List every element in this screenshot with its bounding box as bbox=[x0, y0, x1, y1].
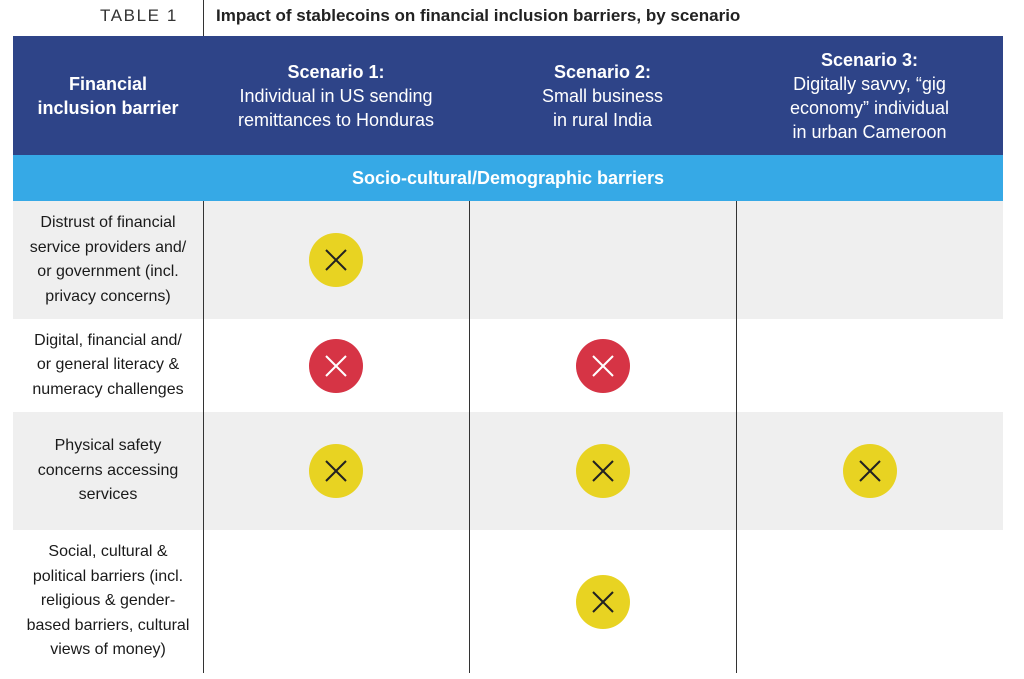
scenario-1-cell bbox=[203, 319, 469, 412]
yellow-x-mark-icon bbox=[842, 444, 897, 498]
yellow-x-mark-icon bbox=[575, 574, 630, 629]
yellow-x-mark-icon bbox=[309, 444, 363, 498]
header-scenario-1: Scenario 1: Individual in US sending rem… bbox=[203, 36, 469, 155]
scenario-2-cell bbox=[469, 201, 736, 319]
header-barrier-label: Financial inclusion barrier bbox=[37, 73, 179, 118]
scenario-3-cell bbox=[736, 530, 1003, 673]
title-divider bbox=[203, 0, 204, 36]
table-row: Digital, financial and/ or general liter… bbox=[13, 319, 1003, 412]
column-divider bbox=[469, 201, 470, 673]
barrier-label: Digital, financial and/ or general liter… bbox=[32, 331, 184, 398]
table-row: Physical safety concerns accessing servi… bbox=[13, 412, 1003, 530]
scenario-2-cell bbox=[469, 319, 736, 412]
column-divider bbox=[203, 201, 204, 673]
table-title-bar: TABLE 1 Impact of stablecoins on financi… bbox=[0, 0, 1024, 36]
scenario-3-name: Scenario 3: bbox=[820, 49, 919, 70]
scenario-2-desc: Small business in rural India bbox=[541, 85, 664, 130]
scenario-3-desc: Digitally savvy, “gig economy” individua… bbox=[789, 73, 950, 142]
table-label: TABLE 1 bbox=[100, 6, 178, 25]
scenario-1-name: Scenario 1: bbox=[287, 61, 385, 82]
barrier-label: Physical safety concerns accessing servi… bbox=[37, 437, 179, 504]
scenario-1-cell bbox=[203, 530, 469, 673]
red-x-mark-icon bbox=[575, 338, 630, 393]
yellow-x-mark-icon bbox=[575, 444, 630, 498]
barrier-label: Distrust of financial service providers … bbox=[29, 214, 187, 305]
scenario-1-cell bbox=[203, 412, 469, 530]
scenario-3-cell bbox=[736, 201, 1003, 319]
table-row: Distrust of financial service providers … bbox=[13, 201, 1003, 319]
header-scenario-2: Scenario 2: Small business in rural Indi… bbox=[469, 36, 736, 155]
scenario-3-cell bbox=[736, 412, 1003, 530]
table-header: Financial inclusion barrier Scenario 1: … bbox=[13, 36, 1003, 155]
scenario-2-name: Scenario 2: bbox=[553, 61, 652, 82]
barrier-label: Social, cultural & political barriers (i… bbox=[26, 543, 190, 659]
red-x-mark-icon bbox=[309, 338, 363, 393]
header-barrier-column: Financial inclusion barrier bbox=[13, 36, 203, 155]
header-scenario-3: Scenario 3: Digitally savvy, “gig econom… bbox=[736, 36, 1003, 155]
scenario-1-cell bbox=[203, 201, 469, 319]
scenario-3-cell bbox=[736, 319, 1003, 412]
scenario-1-desc: Individual in US sending remittances to … bbox=[237, 85, 435, 130]
section-heading: Socio-cultural/Demographic barriers bbox=[13, 155, 1003, 201]
column-divider bbox=[736, 201, 737, 673]
table-title: Impact of stablecoins on financial inclu… bbox=[216, 6, 741, 25]
table-row: Social, cultural & political barriers (i… bbox=[13, 530, 1003, 673]
scenario-2-cell bbox=[469, 412, 736, 530]
yellow-x-mark-icon bbox=[309, 233, 363, 287]
scenario-2-cell bbox=[469, 530, 736, 673]
